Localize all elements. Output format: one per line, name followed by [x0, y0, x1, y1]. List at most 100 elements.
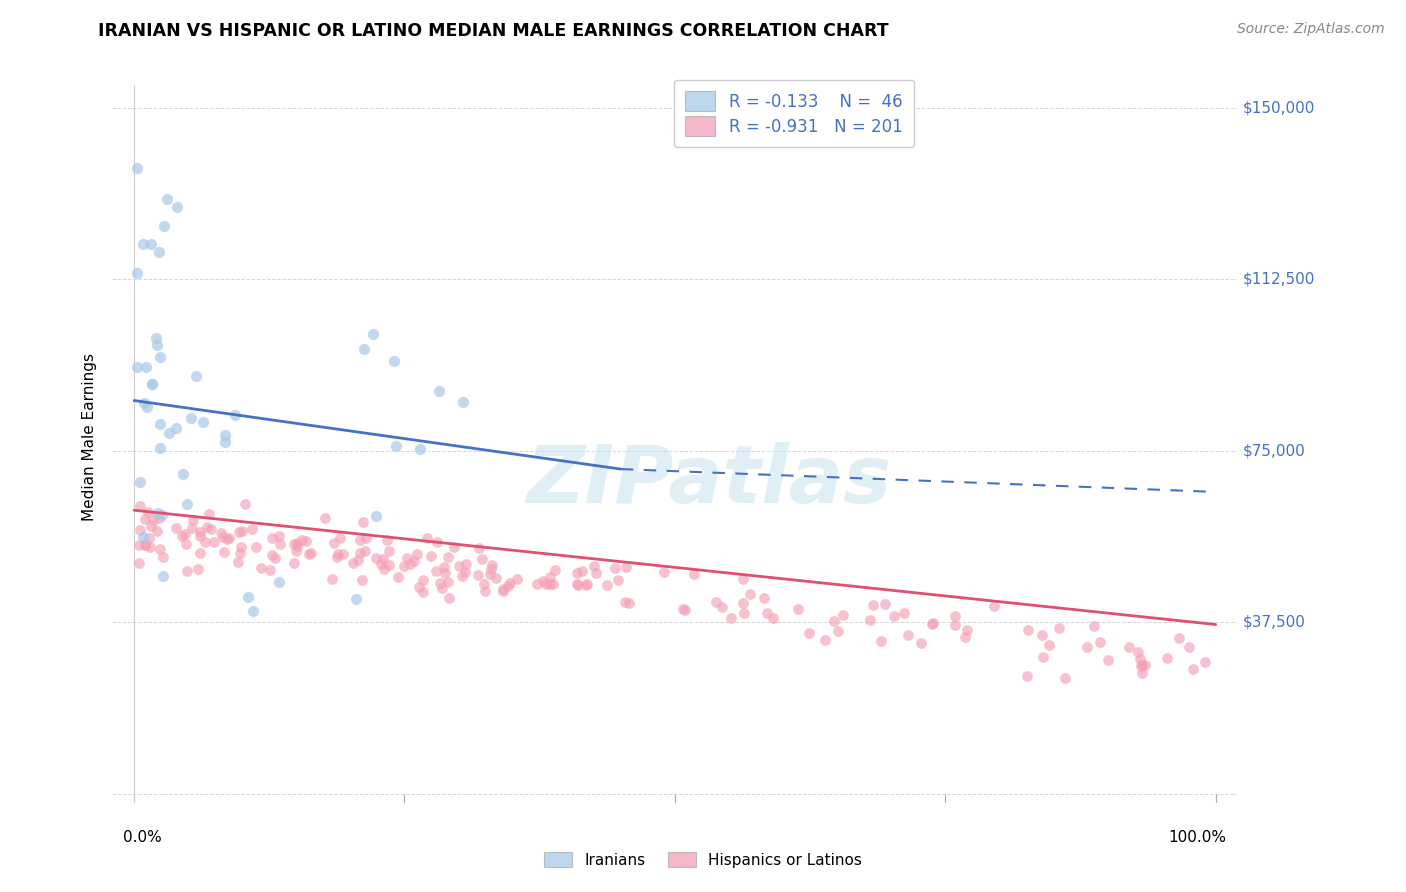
- Point: [1130, 658, 1153, 673]
- Point: [128, 556, 150, 570]
- Point: [149, 441, 172, 455]
- Point: [733, 572, 755, 586]
- Point: [166, 200, 188, 214]
- Point: [291, 533, 314, 547]
- Point: [145, 331, 167, 345]
- Point: [128, 538, 150, 552]
- Point: [1156, 651, 1178, 665]
- Point: [910, 636, 932, 650]
- Point: [188, 529, 211, 543]
- Point: [814, 632, 837, 647]
- Point: [1049, 622, 1071, 636]
- Point: [437, 591, 460, 605]
- Point: [720, 611, 742, 625]
- Point: [467, 567, 489, 582]
- Point: [437, 575, 460, 590]
- Point: [149, 417, 172, 431]
- Point: [943, 617, 966, 632]
- Point: [485, 571, 508, 585]
- Point: [342, 556, 364, 570]
- Point: [212, 544, 235, 558]
- Point: [197, 507, 219, 521]
- Point: [141, 519, 163, 533]
- Point: [869, 634, 891, 648]
- Point: [152, 550, 174, 565]
- Point: [1097, 653, 1119, 667]
- Point: [1129, 652, 1152, 666]
- Point: [827, 624, 849, 638]
- Point: [314, 511, 336, 525]
- Point: [153, 219, 176, 234]
- Point: [200, 522, 222, 536]
- Point: [762, 611, 785, 625]
- Point: [614, 560, 637, 574]
- Point: [956, 624, 979, 638]
- Point: [141, 377, 163, 392]
- Point: [146, 524, 169, 539]
- Point: [262, 531, 284, 545]
- Point: [479, 562, 502, 576]
- Point: [415, 531, 437, 545]
- Point: [224, 408, 246, 422]
- Point: [146, 338, 169, 352]
- Point: [683, 566, 706, 581]
- Point: [384, 439, 406, 453]
- Point: [1083, 619, 1105, 633]
- Point: [349, 545, 371, 559]
- Point: [176, 564, 198, 578]
- Point: [373, 562, 395, 576]
- Point: [786, 601, 808, 615]
- Point: [269, 537, 291, 551]
- Point: [264, 551, 287, 566]
- Point: [571, 565, 593, 579]
- Point: [823, 614, 845, 628]
- Point: [245, 540, 267, 554]
- Point: [136, 400, 159, 414]
- Point: [498, 579, 520, 593]
- Point: [141, 376, 163, 391]
- Point: [267, 529, 290, 543]
- Point: [983, 599, 1005, 613]
- Point: [375, 533, 398, 547]
- Point: [218, 531, 240, 545]
- Point: [1177, 640, 1199, 654]
- Point: [132, 396, 155, 410]
- Point: [155, 192, 177, 206]
- Point: [209, 525, 232, 540]
- Point: [419, 549, 441, 564]
- Point: [180, 410, 202, 425]
- Point: [755, 607, 778, 621]
- Point: [285, 536, 308, 550]
- Point: [322, 536, 344, 550]
- Point: [148, 244, 170, 259]
- Point: [149, 350, 172, 364]
- Point: [538, 570, 561, 584]
- Point: [1017, 623, 1039, 637]
- Point: [534, 576, 557, 591]
- Point: [456, 557, 478, 571]
- Point: [128, 499, 150, 513]
- Point: [166, 521, 188, 535]
- Point: [893, 607, 915, 621]
- Point: [1076, 640, 1098, 654]
- Point: [299, 546, 322, 560]
- Point: [174, 537, 197, 551]
- Point: [567, 566, 589, 581]
- Point: [526, 577, 548, 591]
- Point: [134, 538, 156, 552]
- Point: [202, 534, 225, 549]
- Point: [181, 513, 204, 527]
- Point: [262, 548, 284, 562]
- Point: [326, 549, 349, 564]
- Point: [127, 266, 149, 280]
- Point: [283, 556, 305, 570]
- Point: [187, 562, 209, 576]
- Point: [349, 533, 371, 547]
- Point: [565, 576, 588, 591]
- Point: [704, 595, 727, 609]
- Point: [875, 597, 897, 611]
- Point: [127, 360, 149, 375]
- Point: [1038, 638, 1060, 652]
- Point: [180, 521, 202, 535]
- Point: [1133, 658, 1156, 673]
